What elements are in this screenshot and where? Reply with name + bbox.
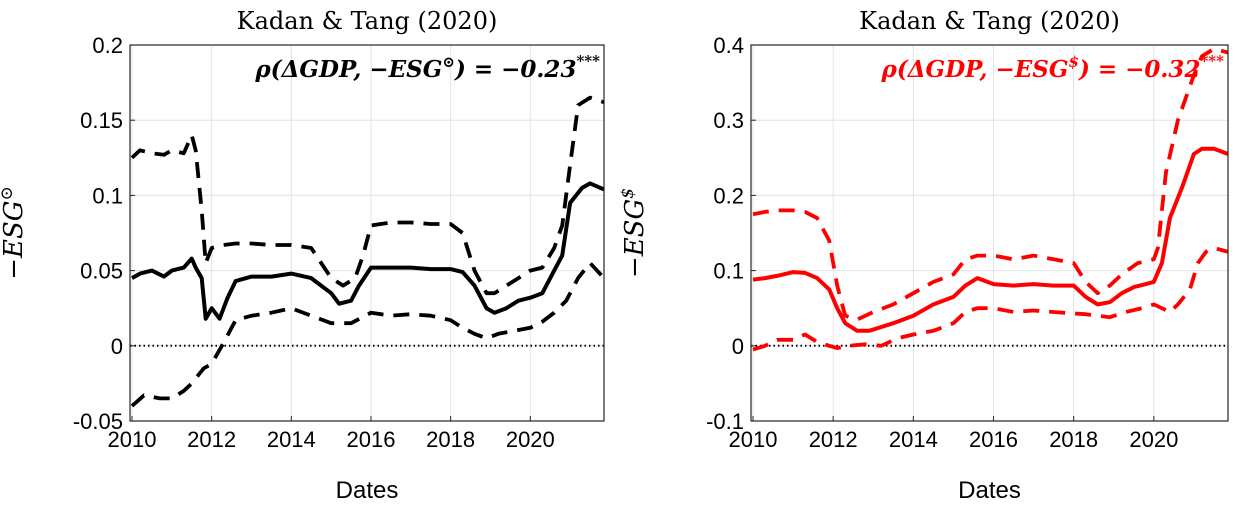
annotation-stars: *** [576, 52, 600, 70]
axes-box [750, 44, 1229, 422]
chart-title: Kadan & Tang (2020) [237, 7, 498, 35]
y-tick-label: 0.1 [92, 183, 123, 208]
x-tick-label: 2016 [969, 427, 1018, 452]
chart-title: Kadan & Tang (2020) [859, 7, 1120, 35]
x-tick-label: 2020 [506, 427, 555, 452]
y-tick-label: 0.05 [80, 259, 123, 284]
correlation-annotation: ρ(ΔGDP, −ESG$) = −0.32*** [881, 52, 1225, 83]
y-tick-label: 0 [732, 334, 744, 359]
x-axis-label: Dates [958, 477, 1021, 504]
x-tick-label: 2014 [267, 427, 316, 452]
x-tick-label: 2018 [1049, 427, 1098, 452]
y-tick-label: 0.1 [713, 259, 744, 284]
chart-panel-2: 2010 2012 2014 2016 2018 2020 -0.1 0 0.1 0.2 0.3 0.… [618, 7, 1229, 504]
x-tick-label: 2010 [729, 427, 778, 452]
series-line-confidence-band-1 [130, 95, 604, 296]
annotation-value: ) = −0.32 [1078, 56, 1200, 83]
x-tick-label: 2014 [889, 427, 938, 452]
x-tick-label: 2016 [347, 427, 396, 452]
series-line-estimate [131, 181, 604, 321]
annotation-text: ρ(ΔGDP, −ESG [881, 56, 1069, 83]
series-line-estimate [752, 146, 1228, 333]
y-tick-label: 0.2 [92, 33, 123, 58]
y-axis-label: −ESG⊙ [0, 186, 29, 280]
series-group [752, 46, 1228, 352]
y-tick-label: 0.2 [713, 183, 744, 208]
grid [751, 44, 1228, 422]
y-tick-label: 0.4 [713, 33, 744, 58]
annotation-value: ) = −0.23 [454, 56, 576, 83]
y-tick-label: -0.05 [73, 409, 123, 434]
x-tick-label: 2018 [426, 427, 475, 452]
grid [130, 44, 604, 422]
annotation-stars: *** [1200, 52, 1224, 70]
y-tick-label: 0.15 [80, 108, 123, 133]
chart-panel-1: 2010 2012 2014 2016 2018 2020 -0.05 0 0.05 0.1 0.1… [0, 7, 605, 504]
y-tick-label: -0.1 [706, 409, 744, 434]
axes-box [129, 44, 605, 422]
y-axis-label-main: −ESG [620, 199, 650, 278]
x-tick-label: 2012 [187, 427, 236, 452]
x-axis-label: Dates [336, 477, 399, 504]
annotation-sup: ⊙ [442, 53, 455, 71]
x-tick-label: 2020 [1129, 427, 1178, 452]
y-axis-label-sup: ⊙ [0, 186, 17, 200]
y-tick-label: 0 [111, 334, 123, 359]
y-axis-label: −ESG$ [618, 188, 650, 278]
y-axis-label-main: −ESG [0, 200, 29, 279]
correlation-annotation: ρ(ΔGDP, −ESG⊙) = −0.23*** [254, 52, 600, 83]
series-line-confidence-band-2 [752, 246, 1228, 352]
x-tick-label: 2010 [108, 427, 157, 452]
series-line-confidence-band-1 [752, 46, 1228, 322]
series-group [130, 95, 604, 408]
annotation-text: ρ(ΔGDP, −ESG [254, 56, 442, 83]
x-tick-label: 2012 [809, 427, 858, 452]
y-tick-label: 0.3 [713, 108, 744, 133]
series-line-confidence-band-2 [130, 261, 604, 408]
annotation-sup: $ [1069, 53, 1079, 71]
y-axis-label-sup: $ [618, 188, 638, 199]
